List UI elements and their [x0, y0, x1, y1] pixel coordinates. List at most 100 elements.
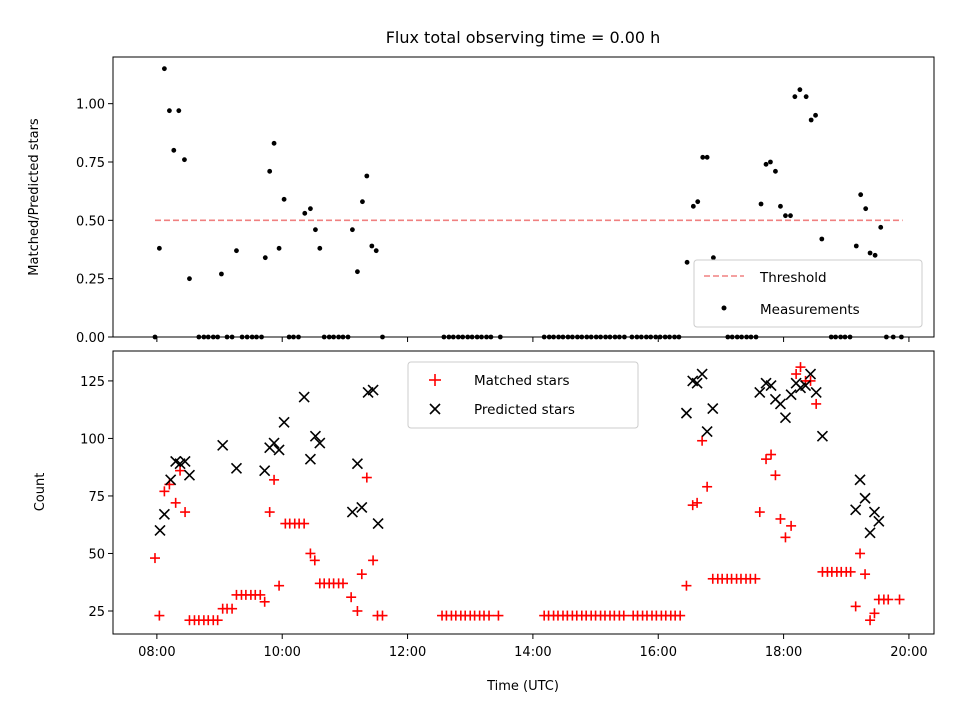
- figure-title: Flux total observing time = 0.00 h: [386, 28, 661, 47]
- count-legend: Matched stars Predicted stars: [407, 361, 639, 429]
- measurements-point: [219, 271, 224, 277]
- xtick-label: 16:00: [640, 645, 677, 660]
- measurements-point: [700, 154, 706, 160]
- measurements-point: [167, 108, 172, 114]
- predicted-legend-swatch: [429, 403, 441, 415]
- measurements-point: [161, 66, 167, 72]
- predicted-stars-point: [259, 465, 271, 477]
- matched-stars-point: [687, 500, 698, 511]
- predicted-stars-point: [154, 524, 166, 537]
- matched-legend-label: Matched stars: [474, 373, 570, 389]
- matched-stars-point: [692, 497, 703, 508]
- matched-stars-point: [255, 589, 266, 600]
- predicted-stars-point: [696, 368, 708, 380]
- measurements-point: [156, 245, 162, 251]
- matched-stars-point: [346, 592, 357, 603]
- xtick-label: 08:00: [138, 645, 175, 660]
- matched-stars-point: [811, 398, 822, 409]
- matched-stars-point: [170, 497, 181, 508]
- measurements-point: [872, 252, 878, 258]
- predicted-stars-point: [810, 386, 822, 398]
- measurements-point: [695, 199, 701, 205]
- predicted-stars-point: [779, 412, 792, 424]
- matched-stars-point: [259, 596, 270, 607]
- predicted-stars-point: [680, 407, 693, 419]
- matched-stars-point: [761, 454, 772, 465]
- ratio-plot-frame: [112, 56, 935, 338]
- measurements-point: [773, 168, 778, 174]
- matched-stars-point: [766, 449, 777, 460]
- xtick-label: 12:00: [389, 645, 426, 660]
- matched-stars-point: [175, 465, 186, 476]
- matched-stars-point: [484, 610, 495, 621]
- matched-stars-point: [770, 470, 781, 481]
- predicted-legend-label: Predicted stars: [474, 402, 575, 418]
- predicted-stars-point: [707, 402, 719, 415]
- matched-stars-point: [850, 601, 861, 612]
- matched-stars-point: [883, 594, 894, 605]
- matched-stars-point: [356, 569, 367, 580]
- matched-stars-point: [361, 472, 372, 483]
- matched-stars-point: [618, 610, 629, 621]
- measurements-point: [360, 199, 365, 205]
- matched-stars-point: [493, 610, 504, 621]
- predicted-stars-point: [183, 469, 196, 481]
- matched-stars-point: [338, 578, 349, 589]
- measurements-point: [853, 243, 859, 249]
- predicted-stars-point: [356, 501, 368, 514]
- measurements-point: [778, 203, 783, 209]
- xtick-label: 10:00: [263, 645, 300, 660]
- measurements-point: [788, 213, 793, 219]
- predicted-stars-point: [179, 455, 191, 468]
- predicted-stars-point: [351, 458, 363, 470]
- measurements-point: [355, 269, 360, 275]
- measurements-point: [281, 196, 287, 202]
- measurements-point: [710, 255, 716, 261]
- measurements-point: [808, 117, 814, 123]
- measurements-point: [758, 201, 764, 207]
- measurements-point: [858, 192, 864, 198]
- xtick-label: 20:00: [890, 645, 927, 660]
- matched-stars-point: [702, 481, 713, 492]
- count-ytick-label: 25: [88, 605, 105, 620]
- matched-stars-point: [845, 566, 856, 577]
- predicted-stars-point: [165, 474, 177, 486]
- matched-stars-point: [180, 507, 191, 518]
- matched-stars-point: [227, 603, 238, 614]
- matched-stars-point: [750, 573, 761, 584]
- matched-stars-point: [865, 615, 876, 626]
- count-ytick-label: 100: [80, 432, 105, 447]
- matched-stars-point: [305, 548, 316, 559]
- measurements-point: [182, 157, 187, 163]
- measurements-point: [276, 245, 282, 251]
- ratio-ytick-label: 0.50: [76, 214, 105, 229]
- matched-stars-point: [786, 520, 797, 531]
- matched-stars-point: [264, 507, 275, 518]
- count-y-axis-label: Count: [33, 473, 48, 512]
- measurements-legend-swatch: [721, 305, 727, 311]
- matched-stars-point: [869, 608, 880, 619]
- predicted-stars-point: [864, 527, 876, 539]
- x-axis-label: Time (UTC): [486, 679, 559, 694]
- measurements-point: [867, 250, 873, 256]
- xtick-label: 18:00: [765, 645, 802, 660]
- matched-stars-point: [855, 548, 866, 559]
- measurements-point: [863, 206, 869, 212]
- matched-stars-point: [309, 555, 320, 566]
- predicted-stars-point: [701, 425, 713, 438]
- ratio-panel: 0.00 0.25 0.50 0.75 1.00 Matched/Predicted s…: [27, 56, 935, 346]
- predicted-stars-point: [691, 377, 703, 389]
- count-plot-frame: [112, 350, 935, 635]
- ratio-legend-box: [693, 259, 923, 328]
- predicted-stars-point: [298, 391, 310, 403]
- ratio-legend: Threshold Measurements: [693, 259, 923, 328]
- predicted-stars-point: [372, 517, 384, 530]
- predicted-stars-point: [859, 492, 871, 504]
- measurements-point: [797, 87, 803, 93]
- measurements-point: [768, 159, 773, 165]
- predicted-stars-point: [367, 384, 379, 396]
- predicted-stars-point: [765, 379, 777, 392]
- threshold-legend-label: Threshold: [759, 270, 827, 286]
- matched-stars-point: [780, 532, 791, 543]
- predicted-stars-point: [309, 430, 321, 442]
